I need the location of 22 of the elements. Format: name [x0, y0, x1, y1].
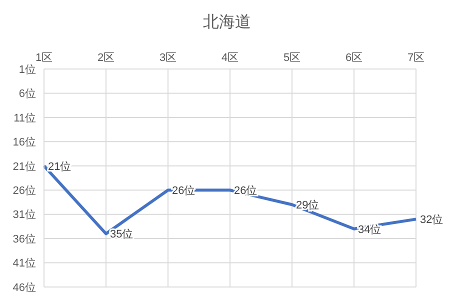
data-label: 35位 [110, 228, 134, 241]
x-tick-label: 2区 [97, 52, 115, 64]
data-label: 32位 [420, 214, 444, 226]
y-tick-label: 46位 [12, 282, 36, 294]
x-tick-label: 1区 [35, 52, 53, 64]
y-tick-label: 31位 [12, 209, 36, 222]
y-tick-label: 6位 [18, 88, 36, 100]
x-tick-label: 4区 [221, 52, 239, 64]
x-tick-label: 3区 [159, 52, 177, 64]
y-tick-label: 1位 [18, 64, 36, 76]
data-label: 26位 [234, 185, 258, 198]
chart-title: 北海道 [202, 12, 252, 33]
x-tick-label: 6区 [345, 52, 363, 64]
y-tick-label: 26位 [12, 185, 36, 198]
data-label: 21位 [48, 160, 72, 173]
y-tick-label: 16位 [12, 136, 36, 149]
x-tick-label: 5区 [283, 52, 301, 64]
y-tick-label: 21位 [12, 160, 36, 173]
y-tick-label: 36位 [12, 233, 36, 246]
y-tick-label: 11位 [14, 112, 36, 124]
y-tick-label: 41位 [12, 258, 36, 270]
x-tick-label: 7区 [407, 52, 425, 64]
